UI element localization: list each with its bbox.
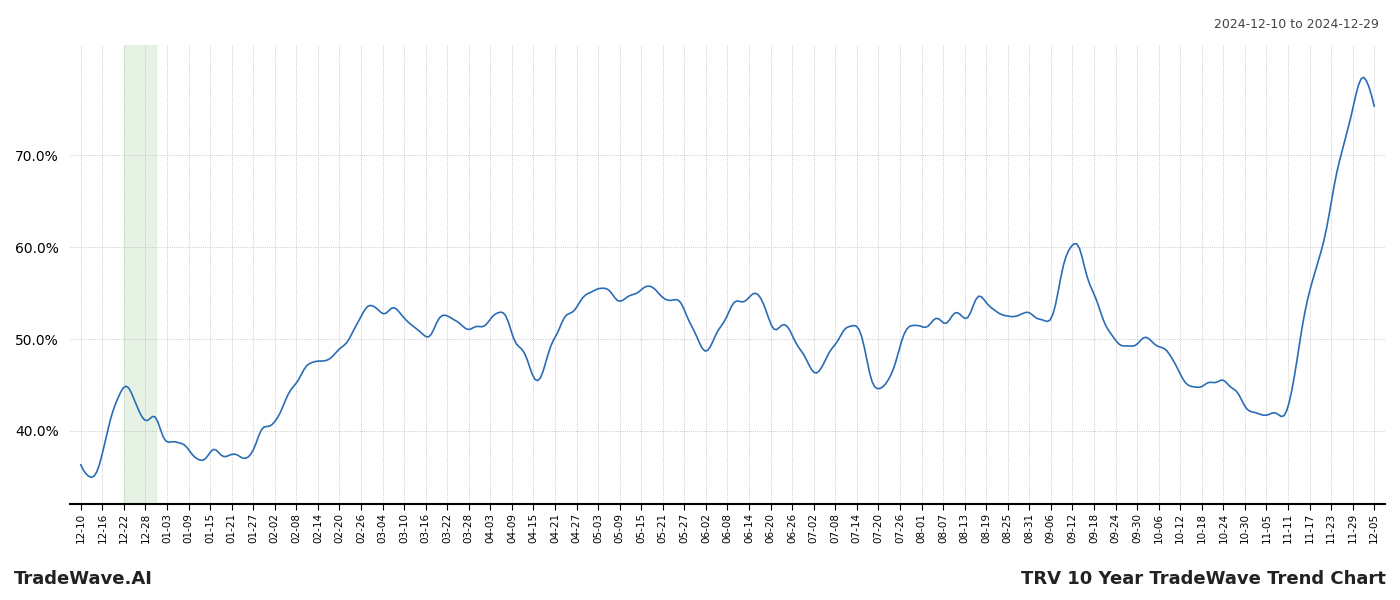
Text: 2024-12-10 to 2024-12-29: 2024-12-10 to 2024-12-29	[1214, 18, 1379, 31]
Bar	[123, 45, 157, 505]
Text: TradeWave.AI: TradeWave.AI	[14, 570, 153, 588]
Text: TRV 10 Year TradeWave Trend Chart: TRV 10 Year TradeWave Trend Chart	[1021, 570, 1386, 588]
